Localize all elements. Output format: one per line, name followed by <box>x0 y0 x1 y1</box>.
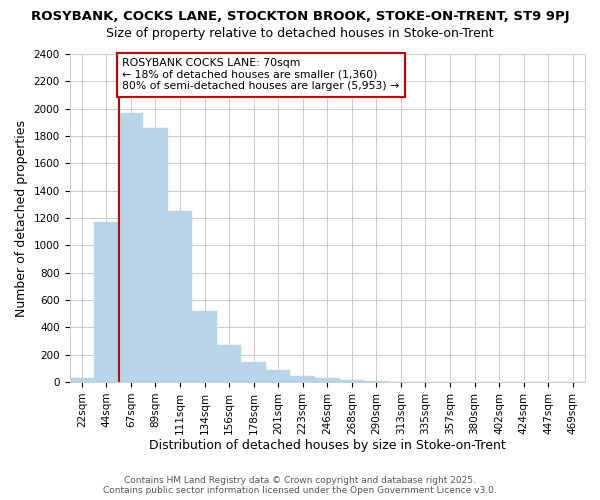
Bar <box>315 378 340 382</box>
Bar <box>241 362 266 382</box>
Bar <box>168 211 192 382</box>
Bar <box>143 128 168 382</box>
Text: Size of property relative to detached houses in Stoke-on-Trent: Size of property relative to detached ho… <box>106 28 494 40</box>
Bar <box>94 222 119 382</box>
Bar <box>290 376 315 382</box>
Bar <box>217 344 241 382</box>
Bar <box>340 380 364 382</box>
Text: ROSYBANK COCKS LANE: 70sqm
← 18% of detached houses are smaller (1,360)
80% of s: ROSYBANK COCKS LANE: 70sqm ← 18% of deta… <box>122 58 400 92</box>
Bar <box>119 113 143 382</box>
Bar <box>192 311 217 382</box>
X-axis label: Distribution of detached houses by size in Stoke-on-Trent: Distribution of detached houses by size … <box>149 440 506 452</box>
Text: ROSYBANK, COCKS LANE, STOCKTON BROOK, STOKE-ON-TRENT, ST9 9PJ: ROSYBANK, COCKS LANE, STOCKTON BROOK, ST… <box>31 10 569 23</box>
Bar <box>266 370 290 382</box>
Bar <box>70 378 94 382</box>
Y-axis label: Number of detached properties: Number of detached properties <box>15 120 28 316</box>
Text: Contains HM Land Registry data © Crown copyright and database right 2025.
Contai: Contains HM Land Registry data © Crown c… <box>103 476 497 495</box>
